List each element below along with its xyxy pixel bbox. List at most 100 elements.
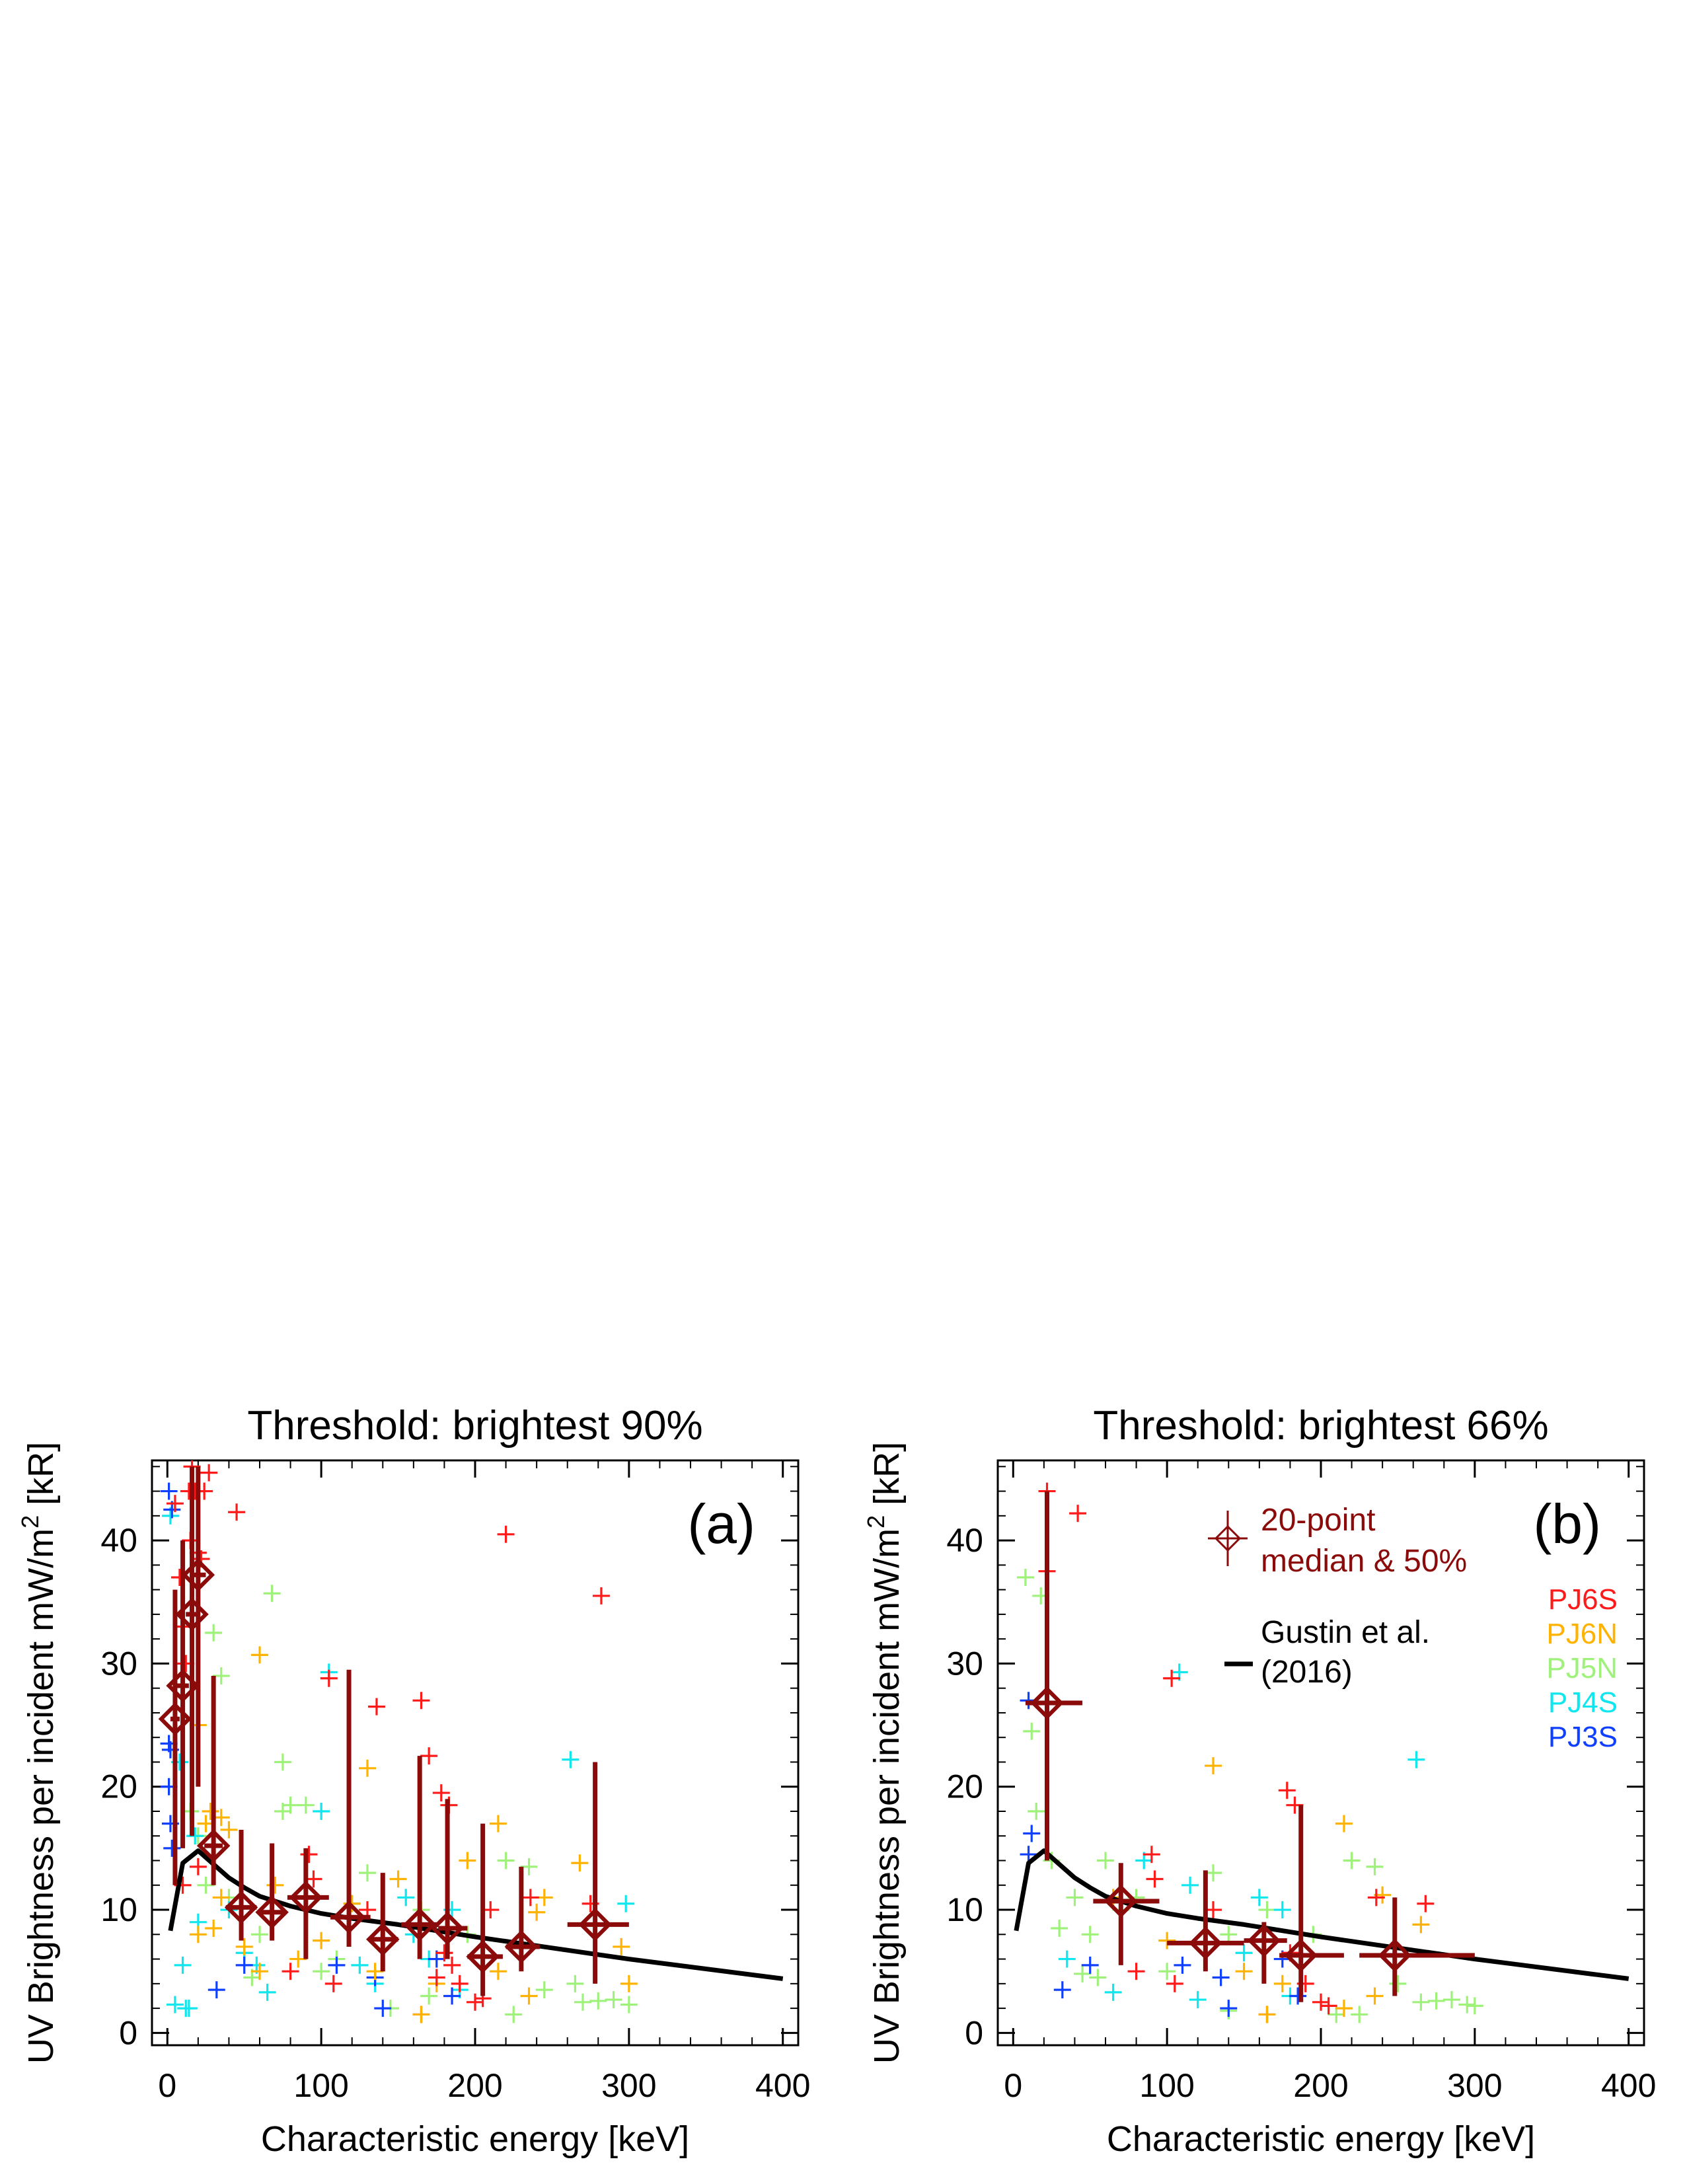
median-point xyxy=(196,1676,231,1885)
point-pj5n xyxy=(1097,1852,1114,1869)
y-tick-label: 30 xyxy=(100,1645,137,1682)
point-pj6s xyxy=(435,1944,453,1962)
point-pj3s xyxy=(1053,1981,1071,1999)
point-pj6s xyxy=(1069,1505,1087,1523)
point-pj5n xyxy=(1389,1975,1407,1992)
point-pj6n xyxy=(520,1987,538,2005)
point-pj5n xyxy=(1258,1901,1276,1919)
point-pj5n xyxy=(497,1852,515,1869)
median-point xyxy=(567,1762,629,1984)
point-pj4s xyxy=(174,1956,192,1974)
median-point xyxy=(1025,1491,1083,1861)
point-pj6n xyxy=(1205,1757,1222,1775)
point-pj5n xyxy=(359,1864,376,1882)
point-pj6s xyxy=(189,1858,207,1875)
x-tick-label: 0 xyxy=(1004,2067,1022,2104)
median-point xyxy=(181,1466,215,1787)
median-point xyxy=(430,1799,468,1959)
point-pj6s xyxy=(432,1784,450,1802)
point-pj6n xyxy=(1235,1963,1253,1980)
x-tick-label: 300 xyxy=(601,2067,656,2104)
point-pj6s xyxy=(1367,1889,1385,1906)
point-pj5n xyxy=(1458,1996,1476,2014)
point-pj3s xyxy=(207,1981,225,1999)
point-pj5n xyxy=(1074,1965,1092,1982)
point-pj5n xyxy=(1028,1803,1045,1820)
median-point xyxy=(1279,1805,1344,2002)
point-pj5n xyxy=(589,1992,607,2010)
legend-series-pj6n: PJ6N xyxy=(1546,1618,1618,1650)
point-pj5n xyxy=(1220,1926,1238,1943)
point-pj6s xyxy=(521,1889,539,1906)
point-pj6n xyxy=(1335,1815,1353,1832)
point-pj5n xyxy=(1158,1963,1176,1980)
point-pj5n xyxy=(1343,1852,1361,1869)
y-tick-label: 40 xyxy=(100,1522,137,1559)
legend-series-pj3s: PJ3S xyxy=(1548,1721,1618,1753)
legend: 20-point median & 50% Gustin et al. (2016) P… xyxy=(1208,1503,1618,1753)
point-pj4s xyxy=(562,1751,580,1768)
point-pj6n xyxy=(251,1963,268,1980)
panel-label: (b) xyxy=(1533,1493,1601,1555)
point-pj5n xyxy=(297,1796,315,1814)
x-tick-label: 400 xyxy=(755,2067,810,2104)
point-pj5n xyxy=(535,1981,553,1999)
point-pj6n xyxy=(1412,1916,1430,1934)
legend-median-marker xyxy=(1214,1525,1242,1552)
point-pj4s xyxy=(1407,1751,1425,1768)
model-curve xyxy=(1014,1848,1629,1981)
point-pj6s xyxy=(1320,1997,1337,2015)
point-pj4s xyxy=(617,1895,635,1912)
point-pj6s xyxy=(412,1692,430,1710)
point-pj5n xyxy=(263,1585,281,1602)
point-pj3s xyxy=(1220,2000,1238,2017)
point-pj6n xyxy=(205,1920,223,1937)
point-pj3s xyxy=(374,2000,392,2017)
point-pj6s xyxy=(1166,1975,1183,1992)
point-pj5n xyxy=(620,1996,638,2014)
y-axis-label: UV Brightness per incident mW/m2 [kR] xyxy=(17,1442,61,2064)
panel-a: Threshold: brightest 90% 0 100 200 300 400 0 10… xyxy=(17,1403,810,2159)
y-tick-label: 30 xyxy=(946,1645,983,1682)
point-pj4s xyxy=(1058,1950,1076,1968)
point-pj6s xyxy=(367,1698,385,1715)
point-pj6n xyxy=(412,2006,430,2023)
point-pj5n xyxy=(205,1624,223,1641)
x-tick-label: 100 xyxy=(1139,2067,1194,2104)
legend-series-pj6s: PJ6S xyxy=(1548,1583,1618,1616)
point-pj6s xyxy=(1417,1895,1435,1912)
median-point xyxy=(466,1823,503,1996)
point-pj3s xyxy=(235,1956,253,1974)
x-tick-label: 200 xyxy=(447,2067,502,2104)
point-pj5n xyxy=(1442,1991,1460,2009)
point-pj6n xyxy=(220,1821,238,1838)
point-pj5n xyxy=(313,1963,330,1980)
point-pj4s xyxy=(180,2000,198,2017)
median-point xyxy=(287,1848,329,1959)
y-tick-label: 0 xyxy=(965,2014,983,2051)
y-tick-label: 10 xyxy=(100,1891,137,1928)
point-pj5n xyxy=(1051,1920,1068,1937)
point-pj5n xyxy=(605,1991,622,2009)
point-pj5n xyxy=(574,1993,591,2011)
point-pj6n xyxy=(571,1854,589,1872)
point-pj6s xyxy=(497,1525,515,1543)
data-layer xyxy=(158,1460,784,2023)
median-point xyxy=(1093,1863,1160,1965)
x-axis-label: Characteristic energy [keV] xyxy=(1107,2119,1535,2159)
point-pj3s xyxy=(160,1482,178,1500)
chart-title: Threshold: brightest 90% xyxy=(247,1403,702,1449)
point-pj6s xyxy=(300,1846,318,1864)
median-point xyxy=(1359,1897,1475,1996)
point-pj4s xyxy=(397,1889,415,1906)
point-pj5n xyxy=(420,1987,438,2005)
y-tick-label: 20 xyxy=(100,1768,137,1805)
point-pj3s xyxy=(1174,1956,1191,1974)
point-pj6n xyxy=(266,1876,284,1894)
point-pj3s xyxy=(443,1987,461,2005)
point-pj3s xyxy=(328,1956,346,1974)
legend-median-label: median & 50% xyxy=(1261,1544,1467,1579)
y-axis-label: UV Brightness per incident mW/m2 [kR] xyxy=(862,1442,907,2064)
median-point xyxy=(1167,1870,1244,1972)
